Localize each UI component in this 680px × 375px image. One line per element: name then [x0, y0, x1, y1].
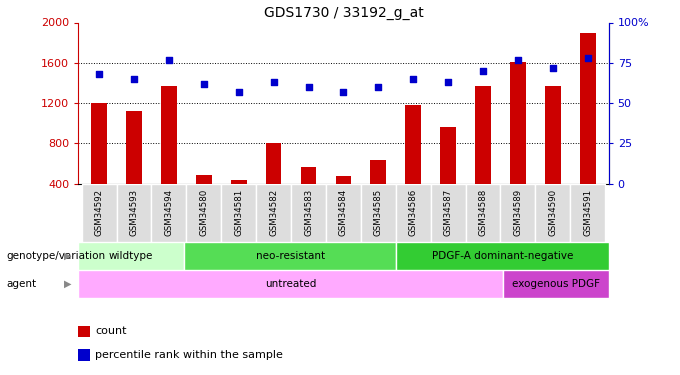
Bar [510, 62, 526, 184]
Bar [466, 184, 500, 242]
Text: GSM34591: GSM34591 [583, 188, 592, 236]
Bar [440, 128, 456, 184]
Text: wildtype: wildtype [109, 251, 154, 261]
Text: GSM34587: GSM34587 [443, 188, 453, 236]
Text: untreated: untreated [265, 279, 316, 289]
Bar [301, 166, 316, 184]
Bar [503, 270, 609, 298]
Point [199, 81, 209, 87]
Bar [396, 242, 609, 270]
Bar [500, 184, 535, 242]
Text: percentile rank within the sample: percentile rank within the sample [95, 350, 283, 360]
Text: GSM34589: GSM34589 [513, 188, 522, 236]
Point [94, 71, 105, 77]
Point [373, 84, 384, 90]
Bar [184, 242, 396, 270]
Text: ▶: ▶ [64, 251, 71, 261]
Point [547, 64, 558, 70]
Bar [78, 326, 90, 337]
Text: PDGF-A dominant-negative: PDGF-A dominant-negative [432, 251, 573, 261]
Bar [405, 105, 421, 184]
Point [163, 57, 174, 63]
Text: genotype/variation: genotype/variation [7, 251, 106, 261]
Bar [78, 349, 90, 361]
Text: GSM34594: GSM34594 [165, 188, 173, 236]
Text: GSM34584: GSM34584 [339, 188, 348, 236]
Bar [152, 184, 186, 242]
Bar [91, 103, 107, 184]
Bar [371, 160, 386, 184]
Bar [116, 184, 152, 242]
Bar [430, 184, 466, 242]
Text: neo-resistant: neo-resistant [256, 251, 325, 261]
Text: exogenous PDGF: exogenous PDGF [511, 279, 600, 289]
Point [129, 76, 139, 82]
Bar [326, 184, 361, 242]
Point [443, 79, 454, 85]
Bar [78, 270, 503, 298]
Text: GSM34586: GSM34586 [409, 188, 418, 236]
Bar [256, 184, 291, 242]
Bar [82, 184, 116, 242]
Point [338, 89, 349, 95]
Bar [535, 184, 571, 242]
Text: count: count [95, 326, 126, 336]
Bar [580, 33, 596, 184]
Point [268, 79, 279, 85]
Text: GSM34581: GSM34581 [234, 188, 243, 236]
Title: GDS1730 / 33192_g_at: GDS1730 / 33192_g_at [264, 6, 423, 20]
Point [408, 76, 419, 82]
Text: GSM34588: GSM34588 [479, 188, 488, 236]
Point [303, 84, 314, 90]
Bar [545, 86, 560, 184]
Bar [196, 175, 211, 184]
Bar [221, 184, 256, 242]
Text: GSM34582: GSM34582 [269, 188, 278, 236]
Bar [186, 184, 221, 242]
Bar [396, 184, 430, 242]
Point [477, 68, 488, 74]
Point [513, 57, 524, 63]
Bar [571, 184, 605, 242]
Bar [266, 144, 282, 184]
Bar [126, 111, 142, 184]
Bar [475, 87, 491, 184]
Bar [335, 176, 352, 184]
Text: GSM34590: GSM34590 [548, 188, 558, 236]
Text: GSM34592: GSM34592 [95, 188, 103, 236]
Text: GSM34583: GSM34583 [304, 188, 313, 236]
Text: GSM34585: GSM34585 [374, 188, 383, 236]
Bar [161, 86, 177, 184]
Text: ▶: ▶ [64, 279, 71, 289]
Text: GSM34580: GSM34580 [199, 188, 208, 236]
Point [233, 89, 244, 95]
Bar [78, 242, 184, 270]
Text: GSM34593: GSM34593 [129, 188, 139, 236]
Text: agent: agent [7, 279, 37, 289]
Point [582, 55, 593, 61]
Bar [291, 184, 326, 242]
Bar [231, 180, 247, 184]
Bar [361, 184, 396, 242]
